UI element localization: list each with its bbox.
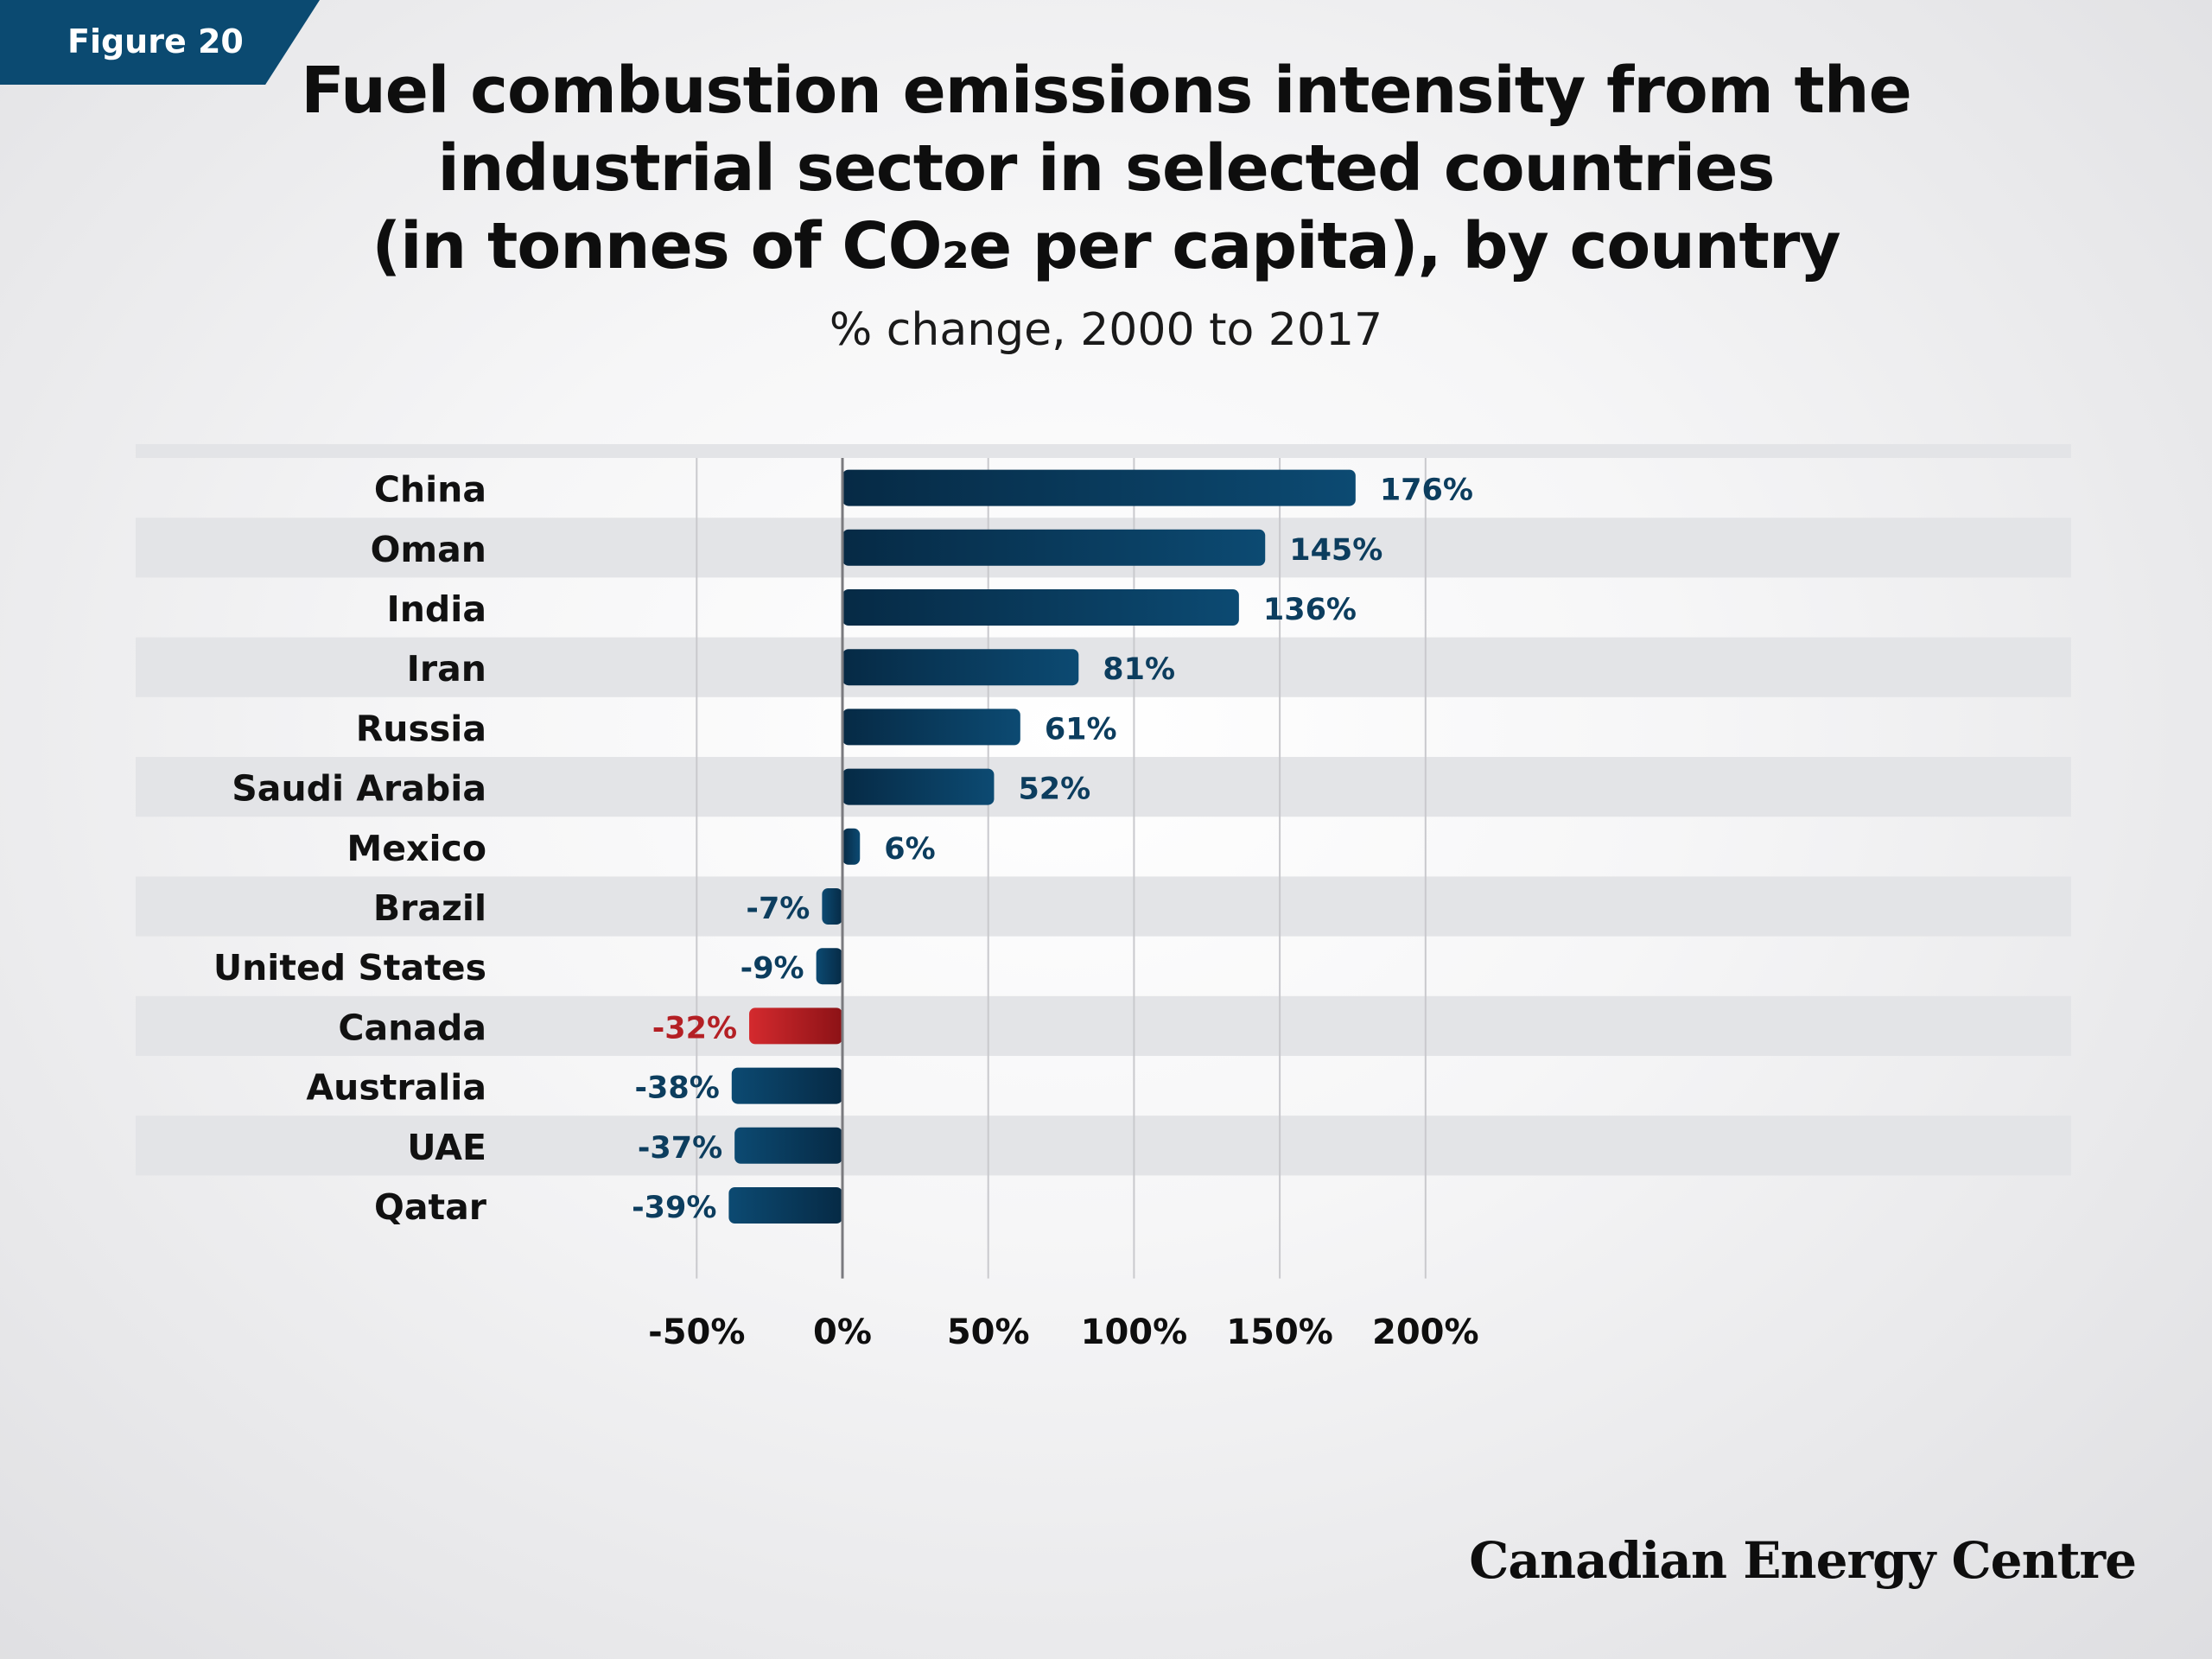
data-label: 6% <box>884 832 935 867</box>
category-label: Mexico <box>346 828 486 869</box>
data-label: 176% <box>1380 474 1473 508</box>
brand-wordmark: Canadian Energy Centre <box>1469 1531 2137 1590</box>
top-band <box>136 444 2071 458</box>
bar-canada <box>749 1007 842 1045</box>
category-label: Australia <box>306 1067 486 1109</box>
data-label: 52% <box>1018 772 1090 807</box>
data-label: 145% <box>1289 533 1382 568</box>
bar-qatar <box>728 1187 842 1224</box>
bar-russia <box>842 709 1020 746</box>
x-tick-label: 100% <box>1081 1313 1188 1352</box>
bar-china <box>842 469 1356 506</box>
category-label: Russia <box>356 708 486 749</box>
category-label: China <box>374 469 486 511</box>
data-label: 81% <box>1103 652 1175 687</box>
row-band <box>136 995 2071 1056</box>
data-label: 136% <box>1263 593 1357 627</box>
data-label: -9% <box>741 951 804 986</box>
chart-subtitle: % change, 2000 to 2017 <box>829 304 1383 356</box>
data-label: -39% <box>632 1191 716 1225</box>
bar-india <box>842 589 1239 626</box>
data-label: -7% <box>746 892 810 926</box>
bar-oman <box>842 529 1266 566</box>
title-line: Fuel combustion emissions intensity from… <box>301 54 1912 128</box>
row-band <box>136 757 2071 817</box>
category-label: Saudi Arabia <box>232 768 486 810</box>
row-band <box>136 637 2071 697</box>
x-tick-label: 50% <box>947 1313 1030 1352</box>
x-tick-label: 200% <box>1372 1313 1479 1352</box>
category-label: Canada <box>338 1007 486 1048</box>
bar-saudi-arabia <box>842 768 995 805</box>
row-band <box>136 1116 2071 1176</box>
x-tick-label: 0% <box>813 1313 872 1352</box>
figure-tag: Figure 20 <box>0 0 320 85</box>
data-label: -37% <box>638 1131 722 1166</box>
category-label: India <box>386 588 486 630</box>
category-label: UAE <box>407 1127 486 1168</box>
x-tick-label: -50% <box>648 1313 745 1352</box>
category-label: Oman <box>371 529 486 570</box>
title-line: (in tonnes of CO₂e per capita), by count… <box>372 209 1840 283</box>
category-label: United States <box>213 947 486 988</box>
data-label: 61% <box>1045 712 1117 747</box>
data-label: -38% <box>634 1071 719 1106</box>
chart-title: Fuel combustion emissions intensity from… <box>199 52 2013 285</box>
title-line: industrial sector in selected countries <box>437 131 1776 206</box>
x-tick-label: 150% <box>1226 1313 1333 1352</box>
category-label: Qatar <box>374 1186 487 1228</box>
bar-iran <box>842 649 1079 686</box>
bar-mexico <box>842 828 861 865</box>
category-label: Iran <box>407 648 486 690</box>
bar-chart: China 176% Oman 145% India 136% Iran 81% Russia 6… <box>136 444 2071 1352</box>
bar-united-states <box>816 948 842 985</box>
figure-tag-label: Figure 20 <box>67 22 244 60</box>
bar-brazil <box>822 888 842 925</box>
data-label: -32% <box>652 1011 737 1046</box>
bar-uae <box>734 1127 842 1164</box>
bar-australia <box>731 1067 842 1104</box>
category-label: Brazil <box>373 887 486 929</box>
row-band <box>136 876 2071 937</box>
